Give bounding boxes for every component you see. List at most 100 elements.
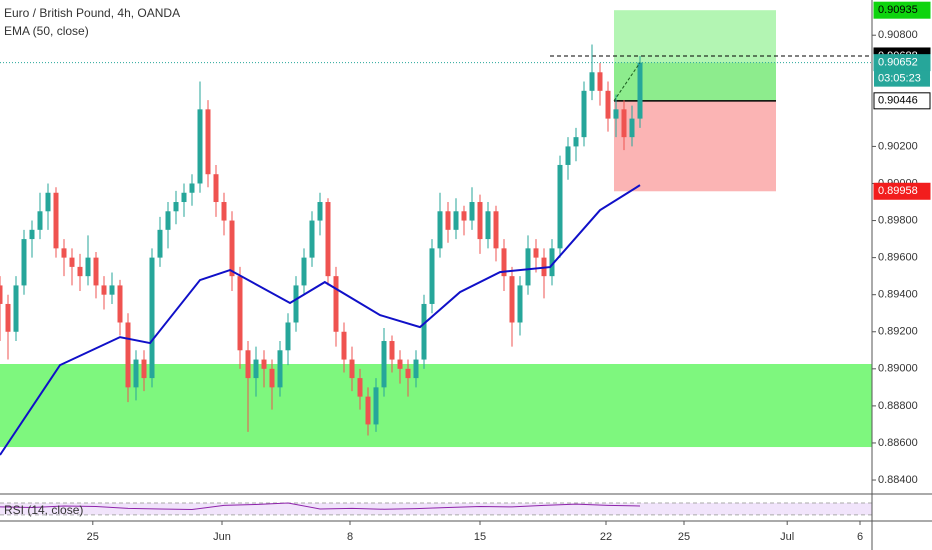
candle-body <box>253 359 259 379</box>
x-tick-label: 22 <box>600 531 612 543</box>
x-tick-label: 8 <box>347 531 353 543</box>
countdown: 03:05:23 <box>878 73 921 85</box>
candle-body <box>181 192 187 203</box>
candle-body <box>613 109 619 119</box>
price-label: 0.90935 <box>878 4 918 16</box>
candle-body <box>493 211 499 249</box>
candle-body <box>133 359 139 388</box>
y-tick-label: 0.89000 <box>878 363 918 375</box>
candle-body <box>61 248 67 258</box>
candle-body <box>69 257 75 267</box>
candle-body <box>453 211 459 230</box>
candle-body <box>325 202 331 277</box>
candle-body <box>205 109 211 175</box>
countdown-box <box>874 70 930 87</box>
candle-body <box>445 211 451 230</box>
y-tick-label: 0.90800 <box>878 29 918 41</box>
candle-body <box>157 229 163 258</box>
candle-body <box>245 350 251 379</box>
candle-body <box>0 285 3 304</box>
candle-body <box>277 350 283 388</box>
trade-arrow <box>613 62 641 102</box>
y-tick-label: 0.89200 <box>878 326 918 338</box>
support-zone <box>0 364 872 448</box>
price-label-box <box>873 1 931 19</box>
candle-body <box>189 183 195 193</box>
candle-body <box>557 164 563 249</box>
x-tick-label: 25 <box>678 531 690 543</box>
candle-body <box>261 359 267 369</box>
candle-body <box>605 90 611 119</box>
candle-body <box>413 359 419 379</box>
candle-body <box>45 192 51 212</box>
candle-body <box>469 202 475 221</box>
candle-body <box>589 72 595 91</box>
candle-body <box>117 285 123 323</box>
candle-body <box>141 359 147 379</box>
candle-body <box>461 211 467 221</box>
candle-body <box>221 202 227 221</box>
candle-body <box>621 109 627 138</box>
candle-body <box>597 72 603 91</box>
candle-body <box>125 322 131 388</box>
candle-body <box>357 378 363 397</box>
candle-body <box>509 276 515 323</box>
rsi-band <box>0 502 872 515</box>
candle-body <box>389 341 395 360</box>
price-label: 0.90446 <box>878 95 918 107</box>
rsi-line <box>0 502 641 511</box>
candle-body <box>565 146 571 165</box>
candle-body <box>349 359 355 379</box>
candle-body <box>485 211 491 240</box>
candle-body <box>37 211 43 230</box>
candle-body <box>421 303 427 360</box>
candle-body <box>573 137 579 147</box>
candle-body <box>637 62 643 119</box>
ema-line <box>0 184 641 456</box>
candle-body <box>501 248 507 277</box>
candle-body <box>165 211 171 230</box>
candle-body <box>269 368 275 388</box>
candle-body <box>293 285 299 323</box>
candle-body <box>397 359 403 369</box>
candle-body <box>549 248 555 277</box>
candle-body <box>533 248 539 258</box>
candle-body <box>301 257 307 286</box>
candle-body <box>5 303 11 332</box>
y-tick-label: 0.88600 <box>878 437 918 449</box>
candle-body <box>21 239 27 286</box>
x-tick-label: Jul <box>780 531 794 543</box>
candle-body <box>525 248 531 286</box>
candle-body <box>365 396 371 425</box>
candle-body <box>341 331 347 360</box>
candle-body <box>629 118 635 138</box>
candle-body <box>309 220 315 258</box>
x-tick-label: 25 <box>87 531 99 543</box>
candle-body <box>109 285 115 295</box>
candle-body <box>405 368 411 379</box>
price-label: 0.89958 <box>878 185 918 197</box>
chart-title: Euro / British Pound, 4h, OANDA <box>4 6 180 20</box>
y-tick-label: 0.89800 <box>878 214 918 226</box>
candle-body <box>173 202 179 212</box>
candle-body <box>381 341 387 388</box>
x-tick-label: Jun <box>213 531 231 543</box>
plot <box>0 10 872 516</box>
candle-body <box>429 248 435 304</box>
candle-body <box>477 202 483 240</box>
candle-body <box>581 90 587 138</box>
x-tick-label: 15 <box>474 531 486 543</box>
candle-body <box>213 174 219 203</box>
price-label-box <box>873 182 931 200</box>
candle-body <box>85 257 91 277</box>
candle-body <box>373 387 379 425</box>
candle-body <box>437 211 443 249</box>
candle-body <box>53 192 59 249</box>
price-label: 0.90652 <box>878 57 918 69</box>
candle-body <box>77 266 83 277</box>
candle-body <box>197 109 203 184</box>
candle-body <box>13 285 19 332</box>
x-tick-label: 6 <box>857 531 863 543</box>
